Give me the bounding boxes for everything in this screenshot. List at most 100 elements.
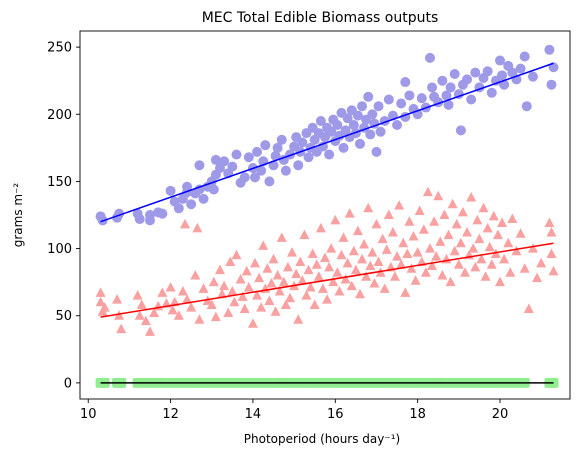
axes-frame xyxy=(79,30,571,400)
data-point xyxy=(324,149,335,160)
data-point xyxy=(546,248,557,258)
data-point xyxy=(182,181,193,192)
data-point xyxy=(149,307,160,318)
y-tick-label: 0 xyxy=(64,376,72,391)
data-point xyxy=(546,79,557,90)
data-point xyxy=(515,63,526,74)
data-point xyxy=(474,233,485,244)
data-point xyxy=(208,184,219,195)
y-axis: 0 50 100 150 200 250 xyxy=(47,41,80,391)
data-point xyxy=(470,261,481,272)
data-point xyxy=(198,193,209,204)
x-tick-label: 12 xyxy=(162,407,179,422)
data-point xyxy=(507,213,518,224)
data-point xyxy=(252,290,263,300)
data-point xyxy=(239,303,250,314)
data-point xyxy=(427,260,438,271)
data-point xyxy=(276,134,287,145)
y-tick-label: 250 xyxy=(47,41,72,56)
x-tick-label: 16 xyxy=(327,407,344,422)
data-point xyxy=(418,224,429,234)
data-point xyxy=(186,302,197,312)
data-point xyxy=(114,310,125,320)
data-point xyxy=(280,299,291,309)
data-point xyxy=(492,229,503,240)
data-point xyxy=(165,185,176,196)
data-point xyxy=(326,243,337,253)
data-point xyxy=(99,302,110,312)
data-point xyxy=(429,216,440,226)
data-point xyxy=(167,304,178,315)
data-point xyxy=(523,303,534,314)
data-point xyxy=(332,120,343,131)
data-point xyxy=(455,125,466,136)
data-point xyxy=(392,251,403,261)
data-point xyxy=(394,200,405,210)
data-point xyxy=(521,101,532,112)
data-point xyxy=(336,249,347,260)
data-point xyxy=(243,282,254,292)
data-point xyxy=(328,276,339,287)
data-point xyxy=(416,93,427,104)
data-point xyxy=(215,264,225,275)
data-point xyxy=(344,208,355,218)
data-point xyxy=(287,247,298,257)
data-point xyxy=(258,240,269,250)
data-point xyxy=(165,282,176,292)
data-point xyxy=(355,288,365,299)
data-point xyxy=(270,150,281,161)
data-point xyxy=(357,101,368,112)
data-point xyxy=(482,222,493,233)
data-point xyxy=(173,203,184,214)
data-point xyxy=(317,283,328,293)
data-point xyxy=(291,268,302,279)
data-point xyxy=(427,82,438,93)
data-point xyxy=(334,286,345,296)
data-point xyxy=(194,160,205,171)
data-point xyxy=(363,202,374,213)
data-point xyxy=(241,265,252,276)
data-point xyxy=(250,172,260,183)
data-point xyxy=(254,272,265,283)
data-point xyxy=(299,229,310,240)
data-point xyxy=(449,245,460,256)
data-point xyxy=(219,280,230,291)
data-point xyxy=(443,229,454,240)
data-point xyxy=(132,290,143,300)
y-tick-label: 150 xyxy=(47,175,72,190)
data-point xyxy=(379,283,390,293)
chart-title: MEC Total Edible Biomass outputs xyxy=(202,10,439,26)
data-point xyxy=(414,205,425,215)
data-point xyxy=(272,269,283,280)
data-point xyxy=(402,248,413,258)
data-point xyxy=(486,259,497,269)
data-point xyxy=(266,277,277,288)
data-point xyxy=(350,264,361,275)
data-point xyxy=(367,109,378,120)
data-point xyxy=(112,294,123,304)
data-point xyxy=(420,267,431,277)
data-point xyxy=(527,243,538,253)
data-point xyxy=(293,314,304,324)
data-point xyxy=(449,68,460,79)
data-point xyxy=(527,71,538,82)
data-point xyxy=(320,252,330,262)
data-point xyxy=(398,237,409,248)
data-point xyxy=(338,142,349,153)
data-point xyxy=(355,138,365,149)
data-point xyxy=(544,44,555,55)
data-point xyxy=(519,51,530,62)
data-point xyxy=(210,311,221,322)
data-point xyxy=(140,315,151,326)
data-point xyxy=(262,263,273,273)
data-point xyxy=(441,90,452,101)
data-point xyxy=(433,190,444,201)
data-point xyxy=(280,165,291,176)
data-point xyxy=(425,52,435,63)
data-point xyxy=(217,288,228,299)
data-point xyxy=(293,160,304,171)
x-axis: 10 12 14 16 18 20 xyxy=(80,399,508,422)
data-point xyxy=(447,198,458,209)
data-point xyxy=(225,256,236,267)
